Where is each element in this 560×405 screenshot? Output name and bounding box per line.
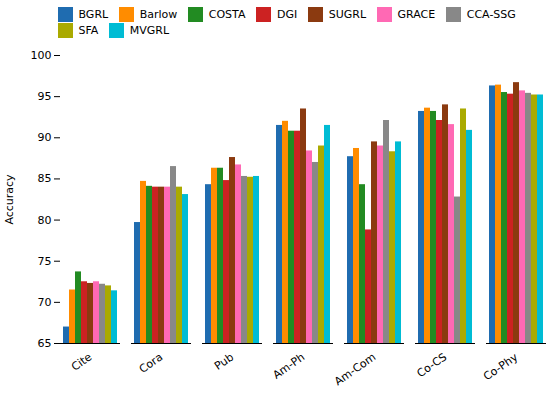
svg-text:95: 95	[38, 90, 52, 103]
svg-text:85: 85	[38, 172, 52, 185]
html-text:COSTA: COSTA	[208, 7, 246, 21]
svg-text:65: 65	[38, 337, 52, 350]
svg-text:Co-Phy: Co-Phy	[481, 350, 521, 383]
svg-text:Cite: Cite	[69, 350, 95, 373]
svg-text:Cora: Cora	[137, 350, 165, 375]
svg-text:Co-CS: Co-CS	[415, 350, 450, 380]
svg-text:75: 75	[38, 255, 52, 268]
svg-text:Am-Com: Am-Com	[332, 350, 378, 388]
svg-text:Am-Ph: Am-Ph	[270, 350, 307, 381]
html-text:SFA: SFA	[78, 24, 99, 38]
svg-text:70: 70	[38, 296, 52, 309]
html-text:Barlow: Barlow	[139, 7, 178, 21]
html-text:GRACE: GRACE	[397, 7, 436, 21]
html-text:MVGRL: MVGRL	[129, 24, 170, 38]
html-text:DGI: DGI	[277, 7, 298, 21]
svg-text:Accuracy: Accuracy	[3, 174, 16, 225]
html-text:SUGRL: SUGRL	[328, 7, 367, 21]
html-text:BGRL: BGRL	[78, 7, 109, 21]
html-text:CCA-SSG: CCA-SSG	[466, 7, 516, 21]
svg-text:Pub: Pub	[212, 350, 236, 372]
svg-text:100: 100	[31, 49, 52, 62]
svg-text:80: 80	[38, 214, 52, 227]
svg-text:90: 90	[38, 131, 52, 144]
